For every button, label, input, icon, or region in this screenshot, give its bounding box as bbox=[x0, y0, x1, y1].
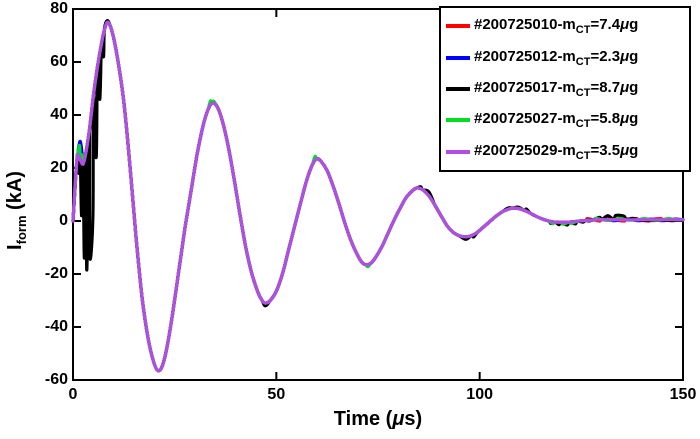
y-tick-label: 40 bbox=[50, 106, 68, 123]
y-axis-label: Iform (kA) bbox=[3, 170, 29, 250]
legend-swatch bbox=[446, 149, 470, 154]
legend-label: #200725017-mCT=8.7μg bbox=[474, 78, 639, 99]
x-tick-label: 150 bbox=[669, 386, 697, 403]
x-tick-label: 50 bbox=[267, 386, 286, 403]
legend-item: #200725012-mCT=2.3μg bbox=[446, 43, 689, 73]
y-axis-label-box: Iform (kA) bbox=[0, 0, 38, 420]
x-axis-label: Time (μs) bbox=[333, 408, 423, 430]
legend-label: #200725010-mCT=7.4μg bbox=[474, 16, 639, 37]
y-tick-label: 80 bbox=[50, 0, 68, 17]
y-tick-label: -60 bbox=[44, 371, 68, 388]
y-tick-label: 0 bbox=[59, 212, 68, 229]
legend-item: #200725017-mCT=8.7μg bbox=[446, 74, 689, 104]
y-tick-label: 60 bbox=[50, 53, 68, 70]
y-tick-label: 20 bbox=[50, 159, 68, 176]
legend-item: #200725010-mCT=7.4μg bbox=[446, 11, 689, 41]
x-tick-label: 100 bbox=[466, 386, 494, 403]
legend-item: #200725027-mCT=5.8μg bbox=[446, 105, 689, 135]
y-tick-label: -40 bbox=[44, 318, 68, 335]
legend-swatch bbox=[446, 86, 470, 91]
series-line-200725029 bbox=[71, 20, 685, 373]
legend-swatch bbox=[446, 118, 470, 123]
legend: #200725010-mCT=7.4μg #200725012-mCT=2.3μ… bbox=[439, 6, 691, 172]
legend-swatch bbox=[446, 55, 470, 60]
legend-label: #200725012-mCT=2.3μg bbox=[474, 47, 639, 68]
legend-label: #200725027-mCT=5.8μg bbox=[474, 110, 639, 131]
y-tick-label: -20 bbox=[44, 265, 68, 282]
legend-item: #200725029-mCT=3.5μg bbox=[446, 137, 689, 167]
x-tick-label: 0 bbox=[68, 386, 78, 403]
legend-label: #200725029-mCT=3.5μg bbox=[474, 141, 639, 162]
legend-swatch bbox=[446, 24, 470, 29]
